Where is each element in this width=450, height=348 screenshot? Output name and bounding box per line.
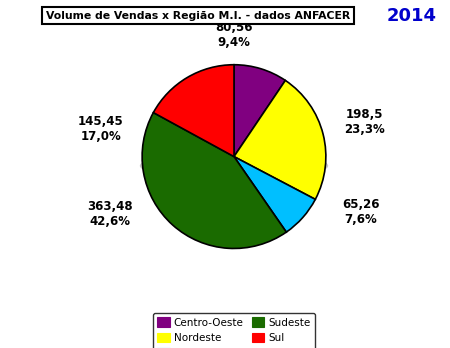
Text: Volume de Vendas x Região M.I. - dados ANFACER: Volume de Vendas x Região M.I. - dados A… [46, 11, 350, 21]
Text: 198,5
23,3%: 198,5 23,3% [344, 108, 385, 136]
Wedge shape [153, 65, 234, 157]
Wedge shape [142, 112, 286, 248]
Wedge shape [234, 80, 326, 199]
Text: 80,56
9,4%: 80,56 9,4% [215, 21, 253, 49]
Text: 363,48
42,6%: 363,48 42,6% [87, 199, 133, 228]
Ellipse shape [140, 151, 328, 181]
Wedge shape [234, 157, 315, 232]
Text: 65,26
7,6%: 65,26 7,6% [342, 198, 379, 226]
Text: 145,45
17,0%: 145,45 17,0% [78, 115, 124, 143]
Text: 2014: 2014 [387, 7, 437, 25]
Legend: Centro-Oeste, Nordeste, Norte, Sudeste, Sul: Centro-Oeste, Nordeste, Norte, Sudeste, … [153, 313, 315, 348]
Wedge shape [234, 65, 285, 157]
